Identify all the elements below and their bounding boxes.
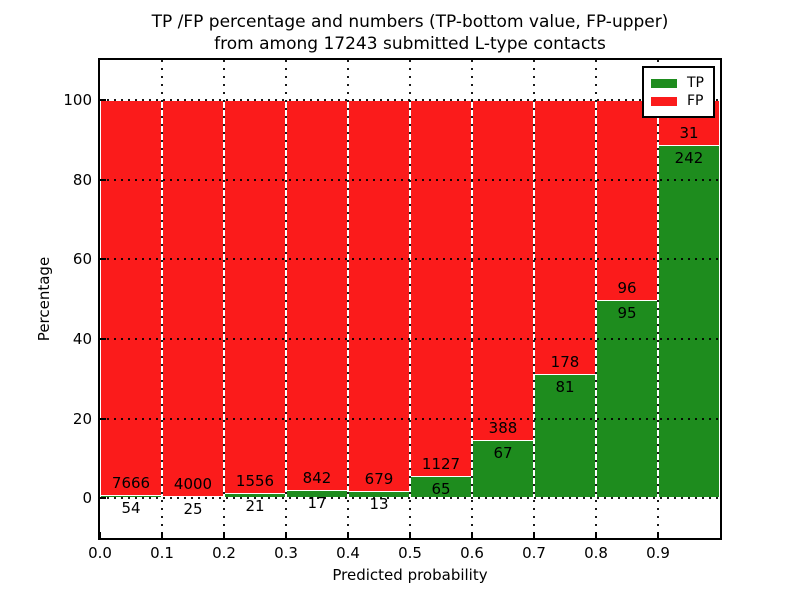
vertical-gridline bbox=[347, 60, 349, 538]
y-tick-label: 40 bbox=[72, 329, 92, 348]
y-tick-label: 20 bbox=[72, 409, 92, 428]
fp-count-label: 842 bbox=[302, 469, 332, 488]
legend-row: TP bbox=[651, 75, 704, 91]
tp-count-label: 81 bbox=[555, 377, 575, 396]
vertical-gridline bbox=[161, 60, 163, 538]
fp-count-label: 388 bbox=[488, 418, 518, 437]
fp-legend-swatch bbox=[651, 96, 677, 106]
x-tick-label: 0.6 bbox=[460, 544, 484, 562]
vertical-gridline bbox=[285, 60, 287, 538]
x-tick-label: 0.5 bbox=[398, 544, 422, 562]
y-axis-tick bbox=[100, 497, 106, 500]
x-axis-tick bbox=[347, 532, 349, 538]
fp-count-label: 31 bbox=[679, 124, 699, 143]
x-axis-tick bbox=[99, 532, 101, 538]
fp-count-label: 178 bbox=[550, 352, 580, 371]
legend: TP FP bbox=[642, 66, 715, 118]
bar-segment-tp bbox=[472, 439, 534, 499]
x-tick-label: 0.1 bbox=[150, 544, 174, 562]
fp-count-label: 1127 bbox=[421, 455, 461, 474]
y-tick-label: 100 bbox=[63, 90, 92, 109]
x-axis-tick bbox=[409, 532, 411, 538]
chart-title: TP /FP percentage and numbers (TP-bottom… bbox=[100, 11, 720, 55]
tp-count-label: 13 bbox=[369, 494, 389, 513]
legend-label: FP bbox=[687, 93, 704, 109]
bar-segment-fp bbox=[162, 99, 224, 496]
tp-count-label: 25 bbox=[183, 499, 203, 518]
chart-title-line2: from among 17243 submitted L-type contac… bbox=[214, 34, 606, 54]
bar-segment-fp bbox=[534, 99, 596, 374]
bar-segment-tp bbox=[534, 373, 596, 499]
x-tick-label: 0.8 bbox=[584, 544, 608, 562]
fp-count-label: 1556 bbox=[235, 471, 275, 490]
bar-segment-tp bbox=[596, 300, 658, 499]
tp-count-label: 67 bbox=[493, 443, 513, 462]
x-axis-tick bbox=[533, 532, 535, 538]
tp-count-label: 95 bbox=[617, 304, 637, 323]
x-axis-tick bbox=[471, 532, 473, 538]
bar-segment-fp bbox=[224, 99, 286, 493]
x-axis-tick bbox=[223, 532, 225, 538]
vertical-gridline bbox=[595, 60, 597, 538]
tp-count-label: 17 bbox=[307, 494, 327, 513]
fp-count-label: 7666 bbox=[111, 474, 151, 493]
tp-count-label: 21 bbox=[245, 496, 265, 515]
fp-count-label: 4000 bbox=[173, 474, 213, 493]
legend-label: TP bbox=[687, 75, 704, 91]
x-axis-tick bbox=[657, 532, 659, 538]
vertical-gridline bbox=[533, 60, 535, 538]
x-axis-label: Predicted probability bbox=[332, 566, 488, 584]
bar-segment-fp bbox=[348, 99, 410, 491]
x-tick-label: 0.9 bbox=[646, 544, 670, 562]
tp-legend-swatch bbox=[651, 78, 677, 88]
bar-segment-fp bbox=[472, 99, 534, 440]
y-axis-tick bbox=[100, 337, 106, 340]
legend-row: FP bbox=[651, 93, 704, 109]
y-tick-label: 0 bbox=[82, 489, 92, 508]
x-axis-tick bbox=[285, 532, 287, 538]
bar-segment-fp bbox=[596, 99, 658, 301]
tp-count-label: 54 bbox=[121, 499, 141, 518]
vertical-gridline bbox=[657, 60, 659, 538]
bar-segment-fp bbox=[100, 99, 162, 496]
x-axis-tick bbox=[161, 532, 163, 538]
y-axis-tick bbox=[100, 178, 106, 181]
y-axis-tick bbox=[100, 258, 106, 261]
bar-segment-fp bbox=[410, 99, 472, 477]
x-tick-label: 0.2 bbox=[212, 544, 236, 562]
fp-count-label: 96 bbox=[617, 279, 637, 298]
chart-title-line1: TP /FP percentage and numbers (TP-bottom… bbox=[151, 12, 669, 32]
x-tick-label: 0.3 bbox=[274, 544, 298, 562]
plot-area: TP FP 7666 54 4000 25 1556 21 842 17 679 13 1127 65 3… bbox=[98, 58, 722, 540]
vertical-gridline bbox=[409, 60, 411, 538]
x-tick-label: 0.4 bbox=[336, 544, 360, 562]
fp-count-label: 679 bbox=[364, 469, 394, 488]
y-tick-label: 80 bbox=[72, 170, 92, 189]
tp-count-label: 65 bbox=[431, 480, 451, 499]
bar-segment-fp bbox=[286, 99, 348, 491]
y-axis-label: Percentage bbox=[35, 256, 53, 342]
x-axis-tick bbox=[595, 532, 597, 538]
y-axis-tick bbox=[100, 98, 106, 101]
y-axis-tick bbox=[100, 417, 106, 420]
x-tick-label: 0.7 bbox=[522, 544, 546, 562]
vertical-gridline bbox=[471, 60, 473, 538]
y-tick-label: 60 bbox=[72, 250, 92, 269]
tp-count-label: 242 bbox=[674, 149, 704, 168]
bar-segment-tp bbox=[658, 145, 720, 499]
x-tick-label: 0.0 bbox=[88, 544, 112, 562]
vertical-gridline bbox=[223, 60, 225, 538]
